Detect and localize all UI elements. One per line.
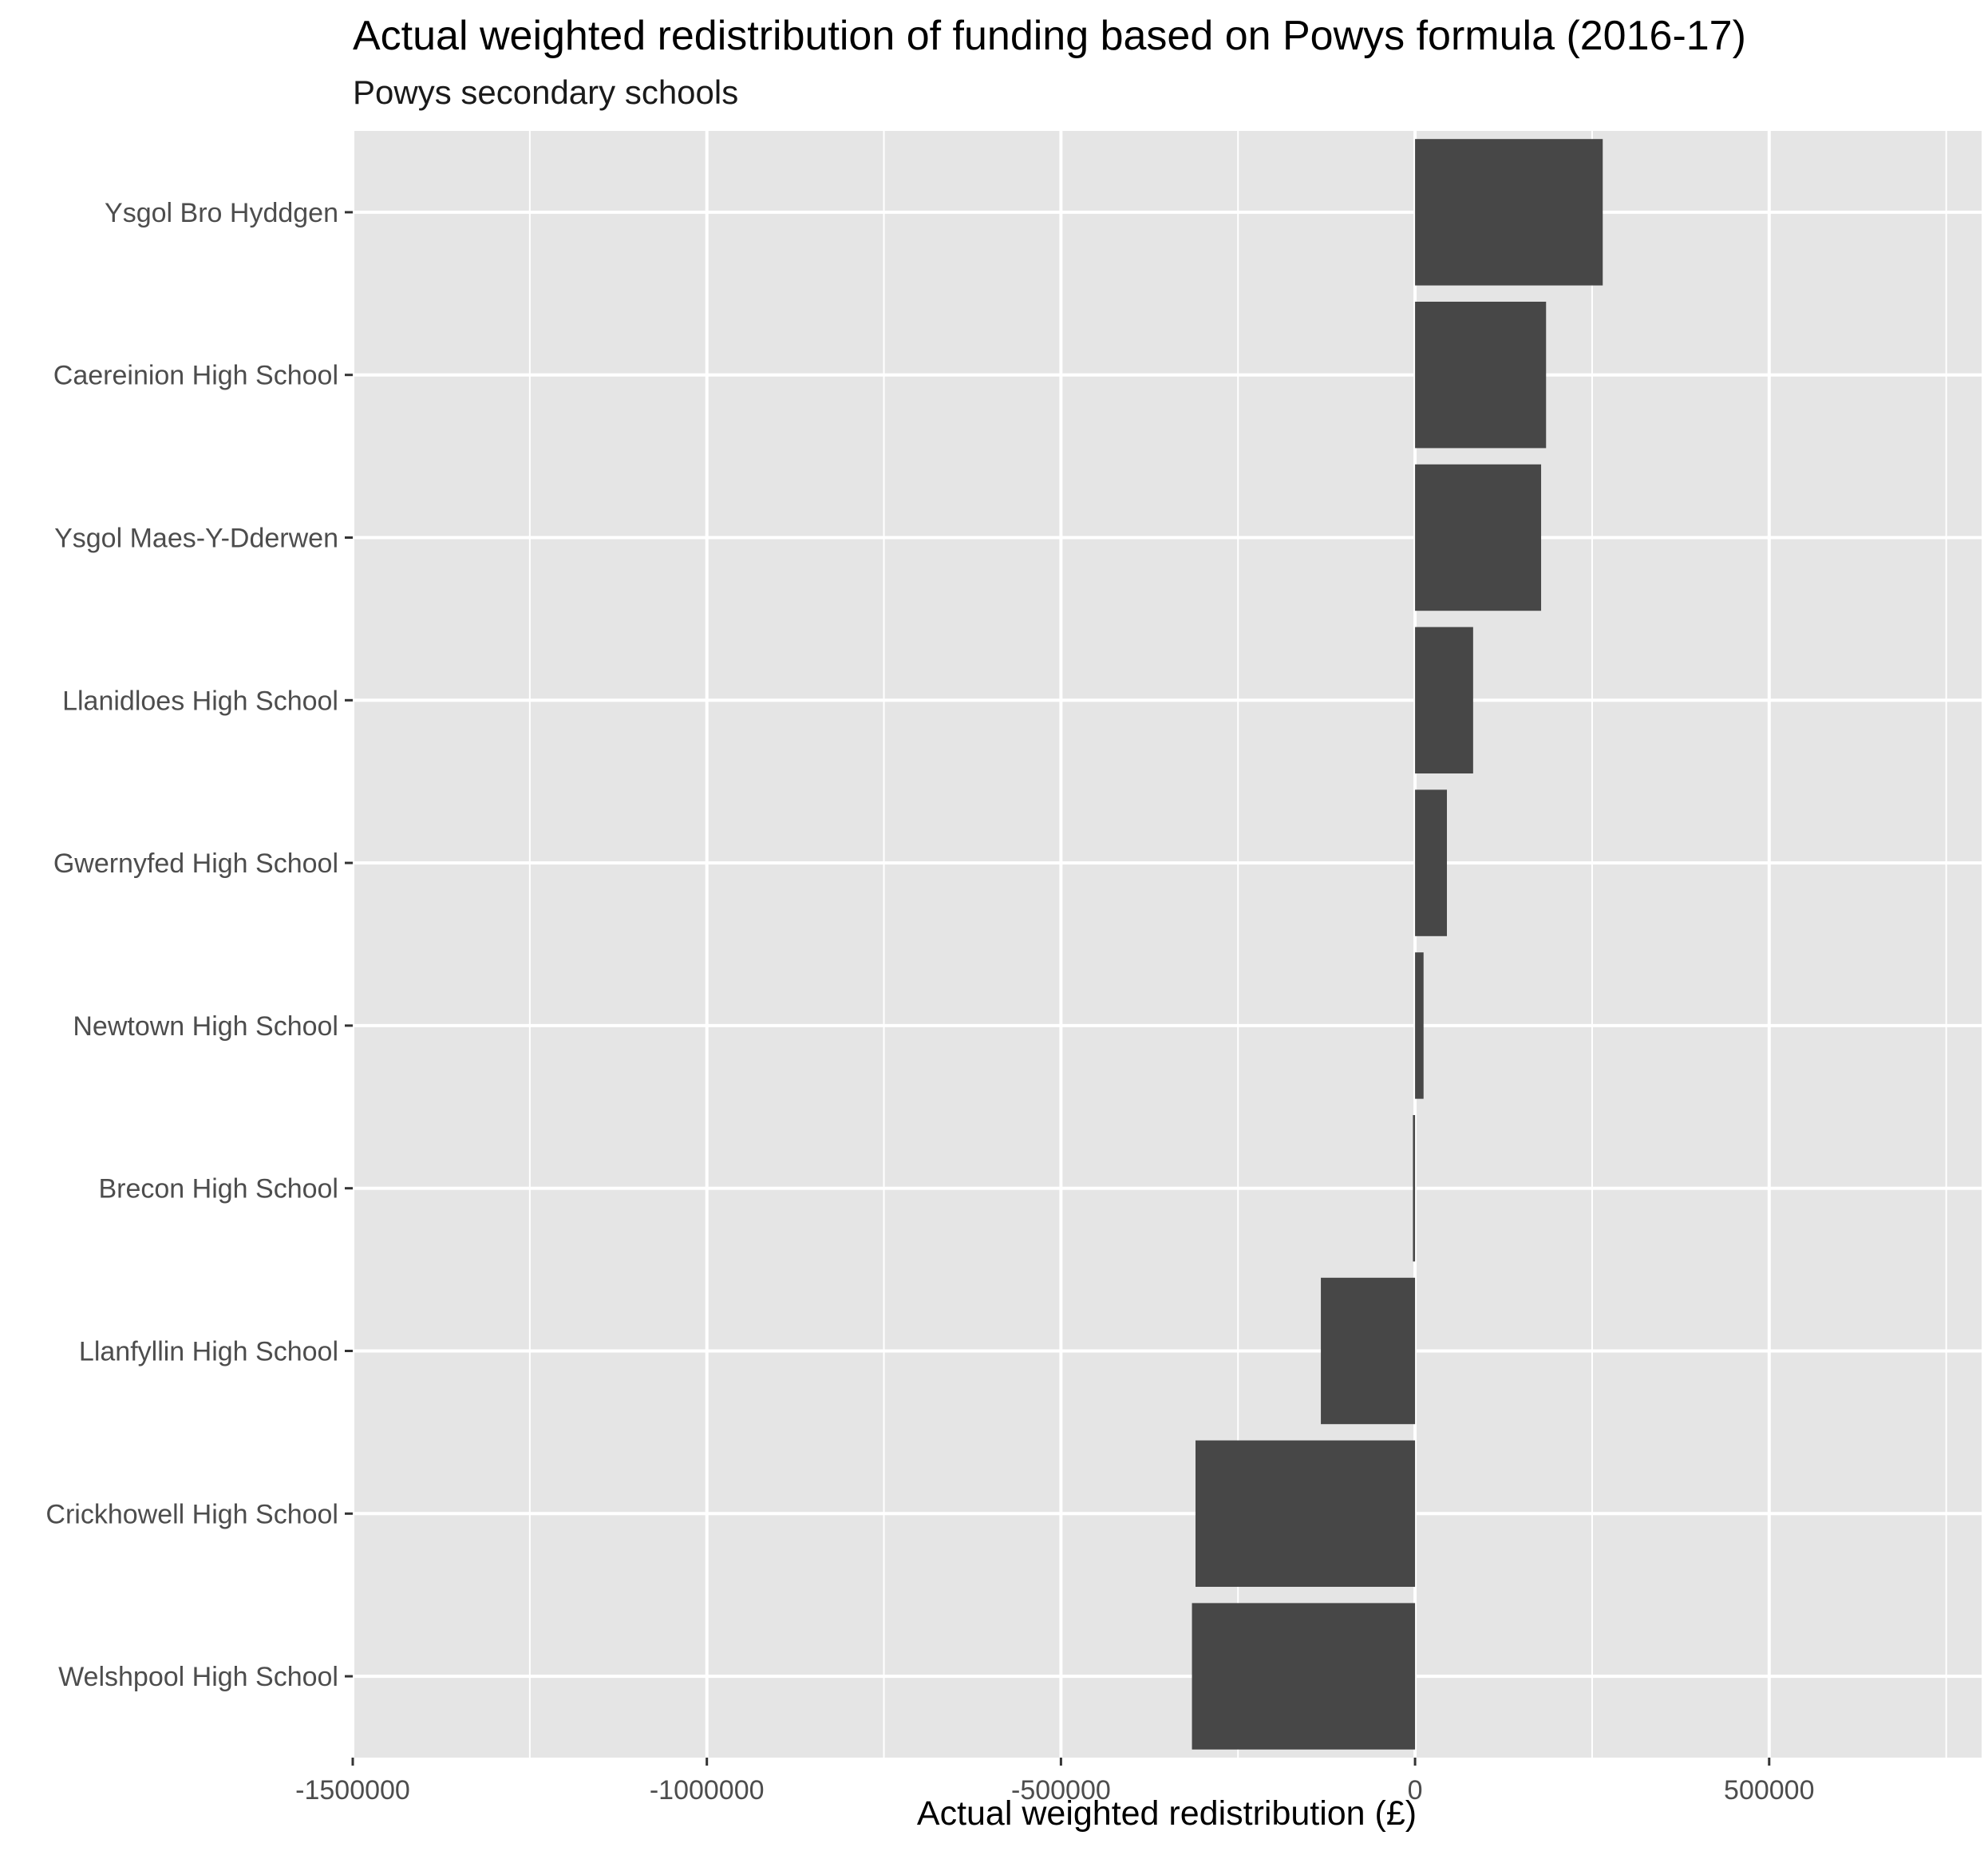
bar xyxy=(1195,1440,1416,1588)
y-tick-label: Llanidloes High School xyxy=(62,686,338,716)
bar xyxy=(1321,1277,1416,1425)
x-tick-label: 0 xyxy=(1408,1775,1423,1806)
chart-title: Actual weighted redistribution of fundin… xyxy=(353,13,1746,59)
bar xyxy=(1415,301,1547,449)
bar xyxy=(1415,464,1542,611)
chart-subtitle: Powys secondary schools xyxy=(353,73,738,111)
x-axis-title: Actual weighted redistribution (£) xyxy=(917,1794,1417,1833)
bar xyxy=(1415,789,1448,936)
y-tick-label: Welshpool High School xyxy=(58,1662,338,1692)
y-tick-label: Ysgol Maes-Y-Dderwen xyxy=(54,524,338,554)
y-axis: Ysgol Bro Hyddgen Caereinion High School Y… xyxy=(45,198,353,1692)
y-tick-label: Caereinion High School xyxy=(53,361,338,391)
bar xyxy=(1415,952,1424,1099)
bar xyxy=(1413,1114,1416,1262)
bars xyxy=(1192,139,1603,1750)
plot-panel xyxy=(353,131,1982,1758)
y-tick-label: Llanfyllin High School xyxy=(79,1337,338,1367)
x-tick-label: -1000000 xyxy=(650,1775,765,1806)
bar xyxy=(1415,627,1473,774)
bar xyxy=(1192,1603,1416,1750)
y-tick-label: Crickhowell High School xyxy=(45,1499,338,1529)
x-axis: -1500000 -1000000 -500000 0 500000 xyxy=(295,1758,1815,1806)
y-tick-label: Gwernyfed High School xyxy=(53,848,338,879)
y-tick-label: Ysgol Bro Hyddgen xyxy=(105,198,338,228)
bar xyxy=(1415,139,1603,286)
x-tick-label: -500000 xyxy=(1011,1775,1111,1806)
x-tick-label: -1500000 xyxy=(295,1775,410,1806)
y-tick-label: Brecon High School xyxy=(98,1174,338,1204)
y-tick-label: Newtown High School xyxy=(73,1011,338,1042)
x-tick-label: 500000 xyxy=(1724,1775,1814,1806)
